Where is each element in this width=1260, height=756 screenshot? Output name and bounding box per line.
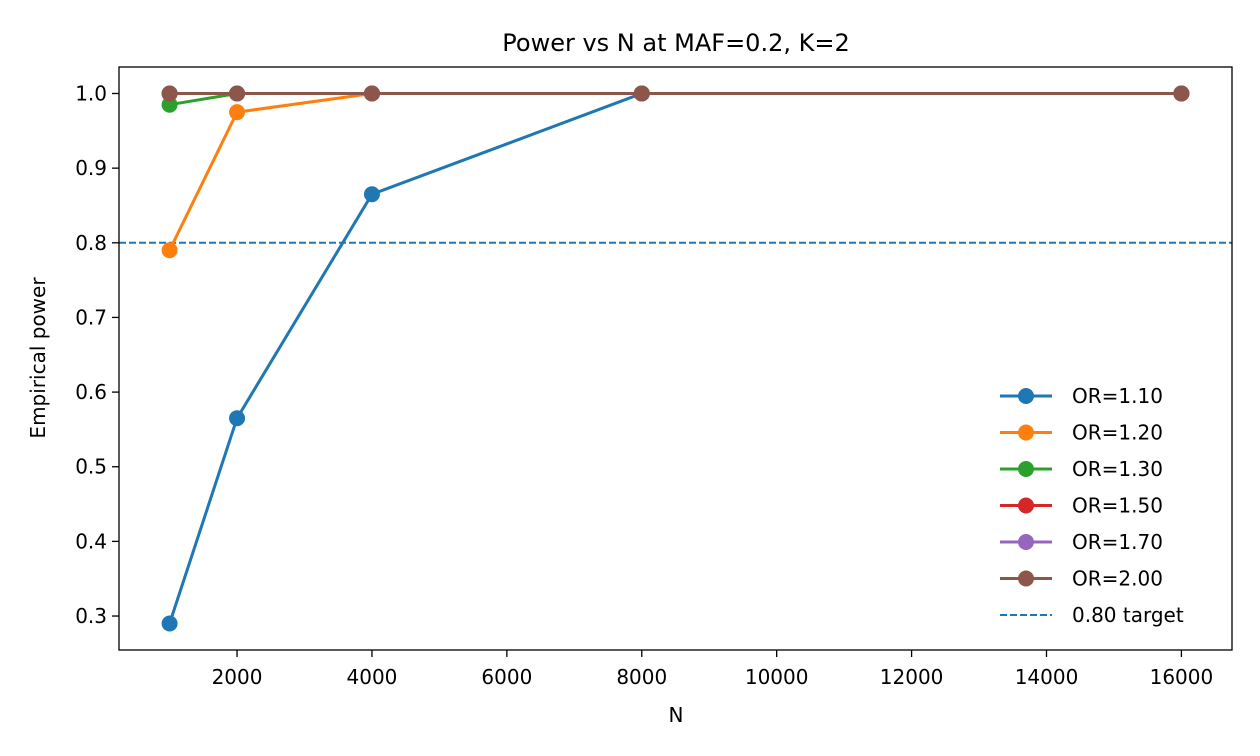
axis-ticks: 2000 4000 6000 8000 10000 12000 14000 16000 0.3 0… bbox=[75, 82, 1213, 690]
data-point-5-0 bbox=[161, 85, 178, 102]
axes-frame bbox=[118, 66, 1233, 651]
legend-label-4: OR=1.70 bbox=[1072, 530, 1163, 554]
y-tick-label: 0.6 bbox=[75, 380, 107, 404]
y-tick-label: 0.8 bbox=[75, 231, 107, 255]
y-tick-label: 0.5 bbox=[75, 455, 107, 479]
data-point-1-1 bbox=[229, 104, 246, 121]
data-point-5-1 bbox=[229, 85, 246, 102]
legend-marker-4 bbox=[1018, 534, 1034, 550]
legend-label-6: 0.80 target bbox=[1072, 603, 1184, 627]
x-tick-label: 4000 bbox=[347, 665, 398, 689]
legend-marker-5 bbox=[1018, 570, 1034, 587]
legend-marker-0 bbox=[1018, 388, 1034, 404]
y-tick-label: 0.3 bbox=[75, 604, 107, 628]
legend-marker-1 bbox=[1018, 424, 1034, 441]
x-tick-label: 8000 bbox=[616, 665, 667, 689]
chart-title: Power vs N at MAF=0.2, K=2 bbox=[502, 29, 849, 57]
data-point-1-0 bbox=[161, 242, 178, 259]
data-point-5-4 bbox=[1173, 85, 1190, 102]
x-tick-label: 6000 bbox=[481, 665, 532, 689]
legend-marker-3 bbox=[1018, 497, 1034, 514]
x-tick-label: 2000 bbox=[212, 665, 263, 689]
data-point-2-0 bbox=[161, 96, 178, 113]
y-tick-label: 0.4 bbox=[75, 529, 107, 553]
legend-label-2: OR=1.30 bbox=[1072, 457, 1163, 481]
legend-label-3: OR=1.50 bbox=[1072, 494, 1163, 518]
x-axis-label: N bbox=[669, 703, 684, 727]
legend: OR=1.10 OR=1.20 OR=1.30 OR=1.50 OR=1.70 OR=2.… bbox=[1000, 384, 1184, 627]
x-tick-label: 14000 bbox=[1015, 665, 1079, 689]
series-line-1 bbox=[168, 92, 1182, 251]
data-point-0-0 bbox=[161, 615, 178, 632]
plot-area bbox=[119, 85, 1232, 632]
data-point-5-2 bbox=[363, 85, 380, 102]
x-tick-label: 16000 bbox=[1150, 665, 1214, 689]
data-point-0-2 bbox=[363, 186, 380, 203]
y-tick-label: 0.7 bbox=[75, 305, 107, 329]
y-tick-label: 1.0 bbox=[75, 82, 107, 106]
data-point-0-1 bbox=[229, 410, 246, 427]
y-axis-label: Empirical power bbox=[26, 277, 50, 439]
legend-label-5: OR=2.00 bbox=[1072, 567, 1163, 591]
legend-marker-2 bbox=[1018, 461, 1034, 477]
x-tick-label: 12000 bbox=[880, 665, 944, 689]
x-tick-label: 10000 bbox=[745, 665, 809, 689]
legend-label-0: OR=1.10 bbox=[1072, 384, 1163, 408]
data-point-5-3 bbox=[633, 85, 650, 102]
y-tick-label: 0.9 bbox=[75, 156, 107, 180]
legend-label-1: OR=1.20 bbox=[1072, 421, 1163, 445]
